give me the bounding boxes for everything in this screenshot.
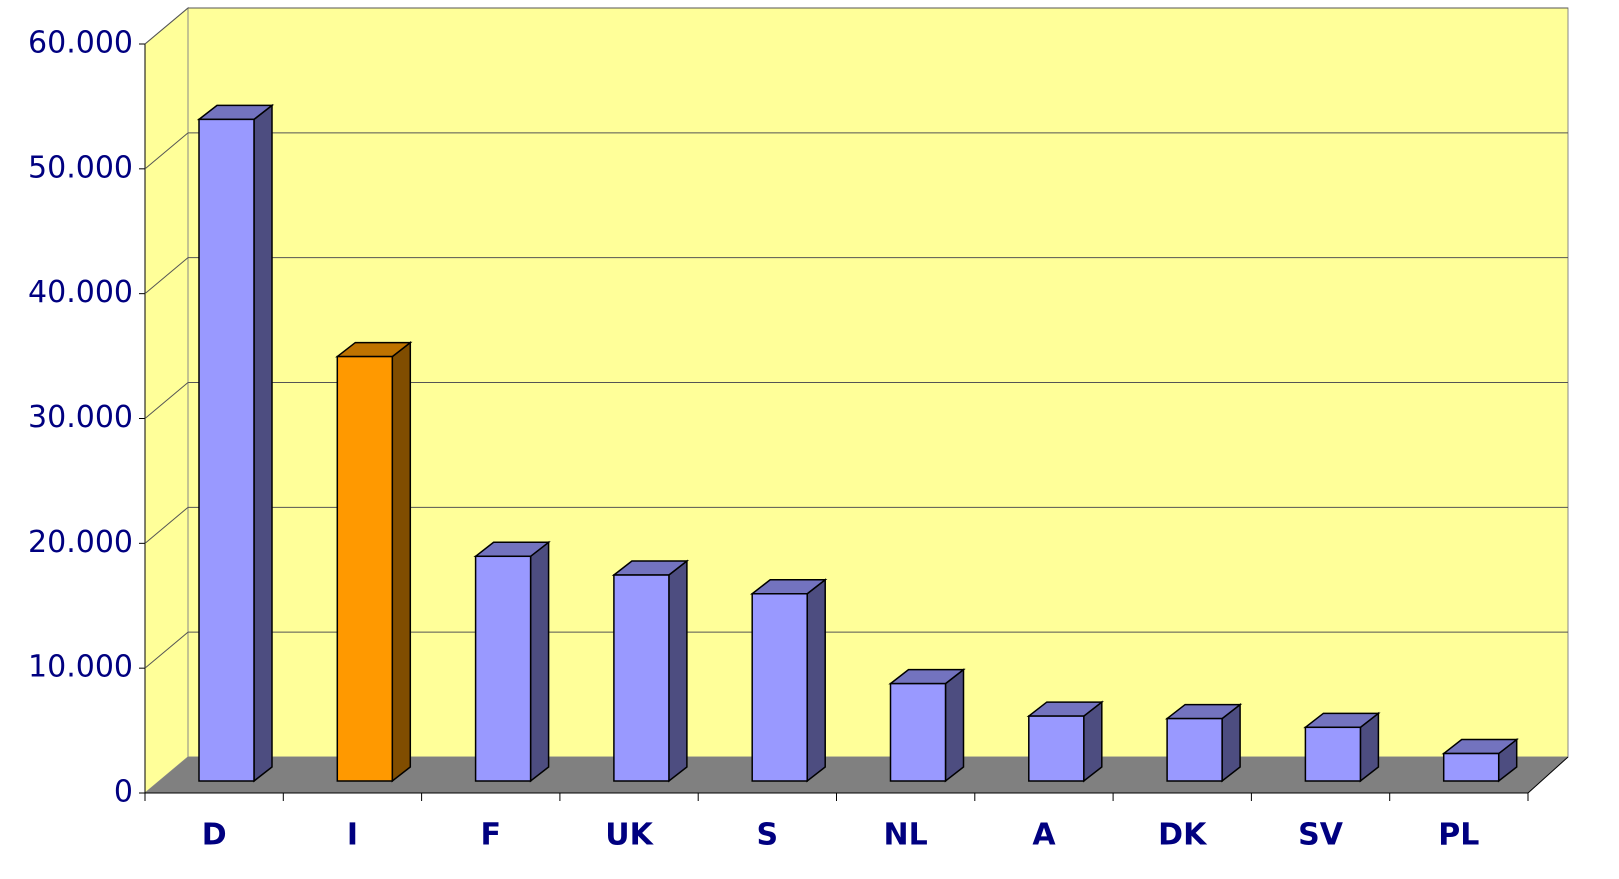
y-tick-label: 20.000 <box>28 525 133 560</box>
x-tick-label: S <box>757 818 779 853</box>
y-tick-label: 10.000 <box>28 650 133 685</box>
bar <box>336 355 394 782</box>
x-tick-label: F <box>481 818 502 853</box>
grid-line-side <box>144 631 189 669</box>
bar-side <box>391 341 412 783</box>
y-tick-label: 40.000 <box>28 275 133 310</box>
grid-line-side <box>144 7 189 45</box>
bar-side <box>668 559 688 783</box>
bar-side <box>806 578 826 783</box>
bar-side <box>253 103 273 783</box>
grid-line-side <box>144 382 189 419</box>
bar <box>198 118 255 782</box>
grid-line-side <box>144 257 189 295</box>
y-tick-label: 30.000 <box>28 400 133 435</box>
x-tick-label: D <box>202 818 227 853</box>
x-tick-label: SV <box>1298 818 1344 853</box>
x-tick-label: NL <box>884 818 928 853</box>
y-tick-label: 60.000 <box>28 26 133 61</box>
grid-line-side <box>144 132 189 170</box>
bar <box>889 682 947 782</box>
x-tick-label: I <box>347 818 358 853</box>
bar <box>1442 752 1500 782</box>
bar <box>613 574 670 782</box>
y-tick-label: 50.000 <box>28 150 133 185</box>
grid-line-side <box>144 506 189 544</box>
bar-side <box>529 540 550 783</box>
bar <box>1028 715 1085 782</box>
x-tick-label: A <box>1032 818 1056 853</box>
bar <box>1166 717 1223 782</box>
x-tick-label: DK <box>1158 818 1208 853</box>
y-tick-label: 0 <box>114 775 133 810</box>
floor-edge <box>1527 756 1569 794</box>
bar-side <box>944 668 965 783</box>
bar <box>751 593 808 782</box>
x-tick-label: PL <box>1438 818 1479 853</box>
bar <box>474 555 532 782</box>
x-tick-label: UK <box>605 818 654 853</box>
bar <box>1304 726 1362 782</box>
